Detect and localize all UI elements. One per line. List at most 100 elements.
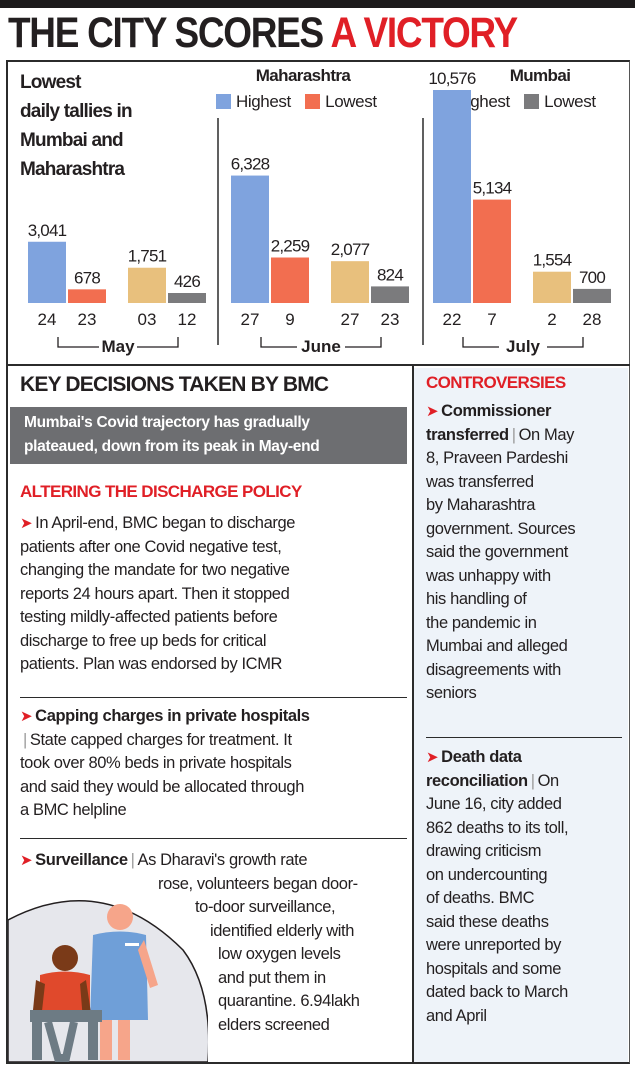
day-label: 22 — [443, 310, 462, 329]
infographic-frame — [6, 60, 630, 1064]
bar-maharashtra-highest — [433, 90, 471, 303]
nurse-leg-icon — [118, 1020, 130, 1060]
item-divider — [20, 838, 407, 839]
capping-paragraph: ➤ Capping charges in private hospitals | St… — [20, 705, 410, 823]
bar-mumbai-lowest — [168, 293, 206, 303]
text-line: patients after one Covid negative test, — [20, 537, 282, 556]
text-line: government. Sources — [426, 519, 576, 538]
banner-line: plateaued, down from its peak in May-end — [24, 438, 320, 455]
nurse-head-icon — [107, 904, 133, 930]
text-line: June 16, city added — [426, 795, 562, 813]
bar-mumbai-lowest — [371, 286, 409, 303]
text-line: As Dharavi's growth rate — [137, 851, 308, 869]
item-heading: Surveillance — [35, 851, 128, 869]
text-line: was unhappy with — [426, 566, 551, 585]
text-line: hospitals and some — [426, 959, 561, 978]
separator-pipe: | — [23, 730, 27, 749]
legend-item-mum-lowest: Lowest — [524, 92, 596, 111]
text-line: 862 deaths to its toll, — [426, 818, 569, 837]
bar-value-label: 6,328 — [231, 155, 270, 174]
text-line: on undercounting — [426, 865, 548, 884]
day-label: 9 — [285, 310, 294, 329]
decisions-title: KEY DECISIONS TAKEN BY BMC — [20, 373, 329, 396]
bar-maharashtra-highest — [231, 175, 269, 303]
chart-intro-line: daily tallies in — [20, 101, 133, 122]
month-label: May — [101, 337, 135, 356]
item-heading: transferred — [426, 425, 509, 444]
arrow-icon: ➤ — [20, 515, 33, 532]
patient-head-icon — [52, 945, 78, 971]
text-line: rose, volunteers began door- — [158, 874, 358, 893]
chart-intro-line: Maharashtra — [20, 159, 125, 180]
text-line: and April — [426, 1006, 487, 1025]
text-line: On — [537, 771, 560, 790]
wheelchair-seat-icon — [30, 1010, 102, 1022]
bar-value-label: 700 — [579, 268, 605, 287]
day-label: 7 — [487, 310, 496, 329]
arrow-icon: ➤ — [426, 403, 439, 420]
discharge-paragraph: ➤ In April-end, BMC began to discharge pat… — [20, 512, 410, 677]
chart-bars: 3,04124678231,7510342612May6,328272,2599… — [28, 69, 611, 356]
controversies-panel — [414, 368, 628, 1062]
day-label: 03 — [138, 310, 157, 329]
bar-mumbai-highest — [533, 271, 571, 303]
separator-pipe: | — [511, 425, 516, 444]
text-line: discharge to free up beds for critical — [20, 631, 267, 650]
discharge-heading: ALTERING THE DISCHARGE POLICY — [20, 482, 302, 501]
legend-swatch — [305, 94, 321, 109]
bar-maharashtra-lowest — [271, 257, 309, 303]
day-label: 27 — [341, 310, 360, 329]
text-line: In April-end, BMC began to discharge — [35, 514, 296, 532]
text-line: by Maharashtra — [426, 496, 536, 514]
text-line: quarantine. 6.94lakh — [218, 992, 360, 1010]
chart-intro-line: Lowest — [20, 72, 81, 93]
text-line: dated back to March — [426, 983, 568, 1001]
bar-value-label: 3,041 — [28, 221, 67, 240]
legend-label: Highest — [236, 92, 291, 111]
text-line: identified elderly with — [210, 921, 354, 940]
text-line: and put them in — [218, 968, 326, 987]
nurse-badge-icon — [125, 943, 139, 946]
caregiver-illustration — [8, 900, 208, 1062]
text-line: took over 80% beds in private hospitals — [20, 754, 292, 772]
bar-mumbai-highest — [331, 261, 369, 303]
decisions-banner: Mumbai's Covid trajectory has gradually … — [10, 407, 407, 464]
separator-pipe: | — [130, 851, 135, 869]
text-line: and said they would be allocated through — [20, 777, 304, 796]
legend-label: Lowest — [544, 92, 596, 111]
text-line: a BMC helpline — [20, 801, 127, 819]
legend-title-maharashtra: Maharashtra — [255, 66, 351, 85]
text-line: low oxygen levels — [218, 945, 341, 963]
bar-value-label: 824 — [377, 265, 403, 284]
text-line: changing the mandate for two negative — [20, 561, 290, 579]
chart-intro: Lowest daily tallies in Mumbai and Mahar… — [20, 68, 200, 184]
text-line: the pandemic in — [426, 613, 537, 632]
bar-chart: 3,04124678231,7510342612May6,328272,2599… — [28, 69, 611, 356]
day-label: 23 — [78, 310, 97, 329]
day-label: 24 — [38, 310, 57, 329]
item-heading: Commissioner — [441, 402, 551, 420]
bar-mumbai-highest — [128, 267, 166, 303]
text-line: were unreported by — [426, 936, 561, 954]
item-heading: reconciliation — [426, 771, 528, 790]
month-label-bg — [297, 335, 345, 353]
nurse-arm-icon — [138, 940, 158, 988]
day-label: 28 — [583, 310, 602, 329]
surveillance-paragraph: ➤ Surveillance | As Dharavi's growth rate ro… — [20, 849, 412, 1037]
text-line: testing mildly-affected patients before — [20, 608, 278, 626]
commissioner-paragraph: ➤ Commissioner transferred | On May 8, Pravee… — [426, 400, 626, 706]
controversies-title: CONTROVERSIES — [426, 373, 566, 392]
legend-item-mh-lowest: Lowest — [305, 92, 377, 111]
arrow-icon: ➤ — [426, 749, 439, 766]
arrow-icon: ➤ — [20, 708, 33, 725]
nurse-body-icon — [90, 931, 148, 1020]
legend-title-mumbai: Mumbai — [509, 66, 571, 85]
wheelchair-leg-icon — [32, 1022, 42, 1060]
legend-swatch — [216, 94, 231, 109]
day-label: 2 — [547, 310, 556, 329]
text-line: patients. Plan was endorsed by ICMR — [20, 655, 283, 673]
bar-value-label: 5,134 — [473, 179, 512, 198]
separator-pipe: | — [530, 771, 535, 790]
text-line: elders screened — [218, 1015, 330, 1034]
month-label: July — [506, 337, 541, 356]
